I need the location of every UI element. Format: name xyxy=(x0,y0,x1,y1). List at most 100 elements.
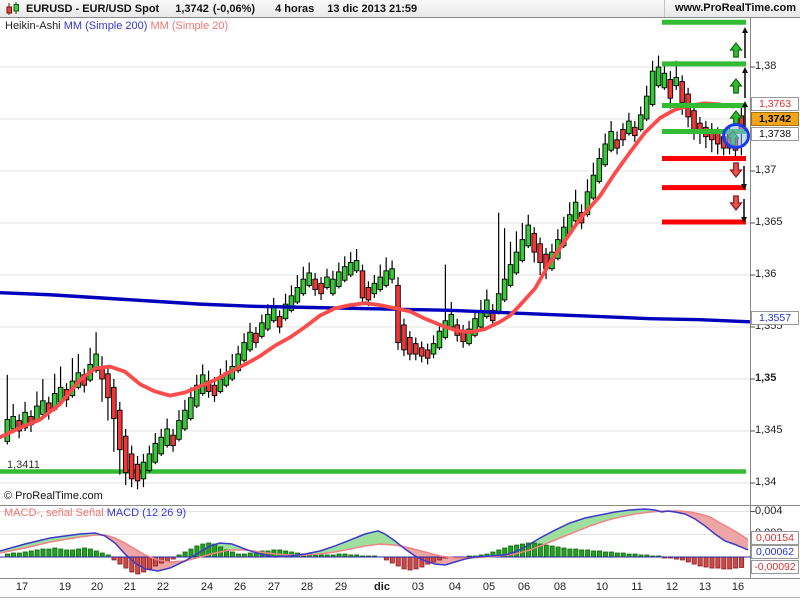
macd-hist-down xyxy=(739,556,745,568)
candle-up xyxy=(324,276,330,288)
candle-up xyxy=(513,251,520,274)
macd-axis-label: 0,004 xyxy=(755,504,783,517)
candle-down xyxy=(632,126,638,137)
candle-down xyxy=(211,384,218,397)
macd-hist-up xyxy=(81,547,87,558)
candle-down xyxy=(407,336,413,355)
macd-hist-up xyxy=(229,551,235,558)
date-axis-label: 03 xyxy=(411,581,425,593)
macd-hist-up xyxy=(561,547,567,558)
price-box-last-price: 1,3742 xyxy=(751,112,799,126)
candle-down xyxy=(276,316,283,328)
macd-hist-up xyxy=(52,547,58,558)
date-axis-label: 28 xyxy=(300,581,314,593)
date-axis-label: 27 xyxy=(267,581,281,593)
macd-hist-up xyxy=(520,543,526,558)
price-box-ma200: 1,3557 xyxy=(751,311,799,325)
date-axis-label: 22 xyxy=(156,581,170,593)
candle-up xyxy=(140,461,147,480)
candle-up xyxy=(661,72,668,89)
macd-hist-down xyxy=(685,556,691,563)
trend-arrowhead-icon xyxy=(742,101,748,107)
macd-box-hist-value: -0,00092 xyxy=(751,560,799,574)
candle-down xyxy=(365,287,372,301)
macd-hist-up xyxy=(555,546,561,558)
price-axis-label: 1,38 xyxy=(755,60,777,72)
candle-up xyxy=(466,328,472,345)
candle-down xyxy=(128,453,135,480)
candle-up xyxy=(288,295,295,311)
macd-hist-up xyxy=(579,549,585,558)
macd-hist-down xyxy=(691,556,697,565)
macd-hist-up xyxy=(87,548,93,558)
candle-down xyxy=(117,409,123,451)
timeframe-label[interactable]: 4 horas xyxy=(275,2,315,15)
price-axis-label: 1,365 xyxy=(755,216,783,228)
macd-fill-bearish xyxy=(668,511,748,550)
macd-hist-down xyxy=(117,556,123,565)
price-axis-label: 1,34 xyxy=(755,476,777,488)
candle-down xyxy=(667,79,674,99)
macd-hist-up xyxy=(212,543,218,558)
date-axis-label: 08 xyxy=(553,581,567,593)
candle-up xyxy=(495,293,502,313)
candle-up xyxy=(448,314,455,328)
candle-up xyxy=(341,266,348,281)
macd-hist-down xyxy=(721,556,727,570)
candle-down xyxy=(614,139,620,149)
macd-hist-up xyxy=(585,549,591,558)
candle-up xyxy=(294,287,301,303)
candle-up xyxy=(596,158,603,182)
macd-hist-up xyxy=(76,548,82,558)
date-axis[interactable] xyxy=(0,578,800,598)
macd-line xyxy=(0,508,749,572)
candle-up xyxy=(584,191,591,216)
macd-legend[interactable]: MACD-, señal Señal MACD (12 26 9) xyxy=(4,507,186,519)
candle-up xyxy=(626,120,632,135)
macd-panel xyxy=(0,508,750,575)
candle-up xyxy=(40,400,46,415)
price-box-resistance: 1,3763 xyxy=(751,97,799,111)
candle-up xyxy=(484,299,490,318)
candle-up xyxy=(377,276,384,291)
macd-hist-down xyxy=(389,556,395,564)
candle-up xyxy=(572,201,579,222)
candle-up xyxy=(306,272,312,286)
macd-hist-down xyxy=(431,556,437,563)
date-axis-label: 04 xyxy=(448,581,462,593)
candle-down xyxy=(679,81,685,103)
candle-down xyxy=(424,349,431,359)
indicator-legend[interactable]: Heikin-Ashi MM (Simple 200) MM (Simple 2… xyxy=(5,20,228,32)
candle-down xyxy=(691,110,697,130)
site-link[interactable]: www.ProRealTime.com xyxy=(663,0,800,17)
macd-hist-down xyxy=(147,556,153,570)
top-bar: EURUSD - EUR/USD Spot 1,3742 (-0,06%) 4 … xyxy=(0,0,800,18)
candle-up xyxy=(146,453,153,471)
macd-fill-bearish xyxy=(101,535,186,571)
ma20-line xyxy=(0,101,735,440)
price-axis-label: 1,36 xyxy=(755,268,777,280)
macd-hist-up xyxy=(602,551,608,558)
candle-up xyxy=(265,314,271,330)
candle-up xyxy=(217,378,224,392)
macd-hist-up xyxy=(573,548,579,558)
trend-arrowhead-icon xyxy=(741,217,747,223)
price-axis-label: 1,345 xyxy=(755,424,783,436)
moving-averages xyxy=(0,101,750,440)
macd-fill-bullish xyxy=(297,530,402,555)
candle-up xyxy=(10,415,16,430)
candle-up xyxy=(602,143,608,166)
candle-down xyxy=(531,232,537,253)
date-axis-label: 13 xyxy=(698,581,712,593)
candle-up xyxy=(637,114,644,130)
macd-hist-up xyxy=(40,548,46,558)
trend-arrowhead-icon xyxy=(741,184,747,190)
candle-up xyxy=(22,411,28,429)
candle-up xyxy=(235,353,241,372)
date-axis-label: 21 xyxy=(123,581,137,593)
macd-hist-up xyxy=(608,551,614,558)
date-axis-label: 12 xyxy=(665,581,679,593)
date-axis-label: dic xyxy=(374,581,390,593)
